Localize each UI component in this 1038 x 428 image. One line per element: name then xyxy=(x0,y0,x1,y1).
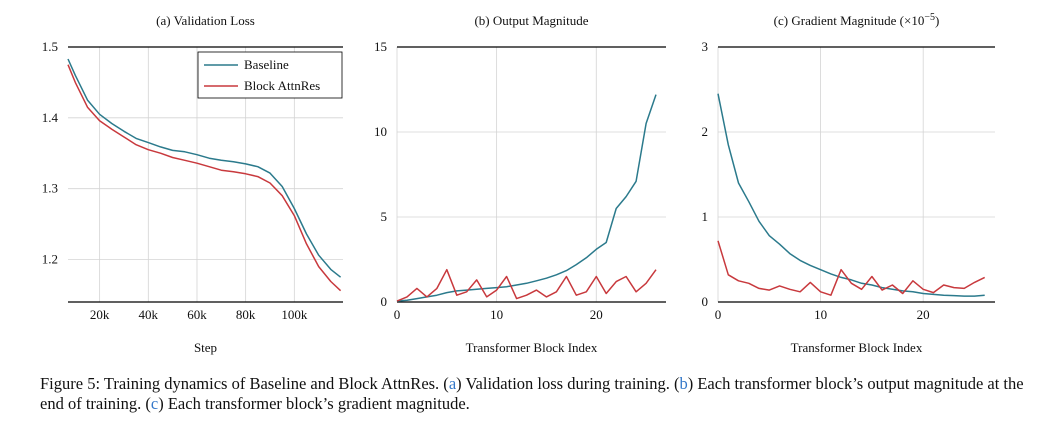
y-tick-label-1-2: 10 xyxy=(374,124,387,139)
series-line-0-block-attnres xyxy=(67,64,342,292)
y-tick-label-2-0: 0 xyxy=(702,294,709,309)
chart-title-0: (a) Validation Loss xyxy=(156,13,255,28)
caption-ref-a[interactable]: a xyxy=(448,374,457,393)
x-tick-label-2-0: 0 xyxy=(715,307,722,322)
chart-title-end-2: ) xyxy=(935,13,939,28)
series-line-2-baseline xyxy=(717,93,985,297)
x-tick-label-0-1: 40k xyxy=(139,307,159,322)
chart-title-2: (c) Gradient Magnitude (×10−5) xyxy=(774,12,940,28)
chart-panel-1: 0 10 20 0 5 10 15 (b) Output Magnitude Transform… xyxy=(374,13,666,355)
x-tick-label-0-4: 100k xyxy=(281,307,308,322)
caption-text-a: ) Validation loss during training. ( xyxy=(456,374,680,393)
x-axis-label-0: Step xyxy=(194,340,217,355)
legend-label-1: Block AttnRes xyxy=(244,78,320,93)
x-tick-label-1-2: 20 xyxy=(590,307,603,322)
chart-panel-0: 20k 40k 60k 80k 100k 1.2 1.3 1.4 1.5 (a) Validati… xyxy=(42,13,343,355)
y-tick-label-1-1: 5 xyxy=(381,209,388,224)
y-tick-label-2-2: 2 xyxy=(702,124,709,139)
y-tick-label-1-3: 15 xyxy=(374,39,387,54)
x-tick-label-2-1: 10 xyxy=(814,307,827,322)
caption-prefix: Figure 5: Training dynamics of Baseline … xyxy=(40,374,449,393)
chart-title-1: (b) Output Magnitude xyxy=(474,13,588,28)
chart-title-sup-2: −5 xyxy=(924,12,935,23)
caption-text-b: ) Each transformer block’s output magnit… xyxy=(40,374,1024,413)
x-tick-label-2-2: 20 xyxy=(917,307,930,322)
series-line-0-baseline xyxy=(67,58,342,278)
figure-charts: 20k 40k 60k 80k 100k 1.2 1.3 1.4 1.5 (a) Validati… xyxy=(42,12,995,355)
figure-caption: Figure 5: Training dynamics of Baseline … xyxy=(40,374,1030,414)
chart-panel-2: 0 10 20 0 1 2 3 (c) Gradient Magnitude (×10−5) T… xyxy=(702,12,995,355)
caption-text-c: ) Each transformer block’s gradient magn… xyxy=(158,394,470,413)
x-tick-label-1-0: 0 xyxy=(394,307,401,322)
caption-ref-c[interactable]: c xyxy=(150,394,159,413)
legend-label-0: Baseline xyxy=(244,57,289,72)
series-line-2-block-attnres xyxy=(717,240,986,296)
x-axis-label-2: Transformer Block Index xyxy=(791,340,923,355)
x-tick-label-0-0: 20k xyxy=(90,307,110,322)
series-line-1-block-attnres xyxy=(396,268,657,302)
x-axis-label-1: Transformer Block Index xyxy=(466,340,598,355)
legend-box xyxy=(197,51,343,99)
y-tick-label-1-0: 0 xyxy=(381,294,388,309)
series-line-1-baseline xyxy=(396,94,657,302)
caption-ref-b[interactable]: b xyxy=(679,374,688,393)
y-tick-label-2-3: 3 xyxy=(702,39,709,54)
x-tick-label-1-1: 10 xyxy=(490,307,503,322)
y-tick-label-0-3: 1.5 xyxy=(42,39,58,54)
y-tick-label-2-1: 1 xyxy=(702,209,709,224)
x-tick-label-0-3: 80k xyxy=(236,307,256,322)
y-tick-label-0-1: 1.3 xyxy=(42,181,58,196)
y-tick-label-0-0: 1.2 xyxy=(42,252,58,267)
y-tick-label-0-2: 1.4 xyxy=(42,110,59,125)
x-tick-label-0-2: 60k xyxy=(187,307,207,322)
